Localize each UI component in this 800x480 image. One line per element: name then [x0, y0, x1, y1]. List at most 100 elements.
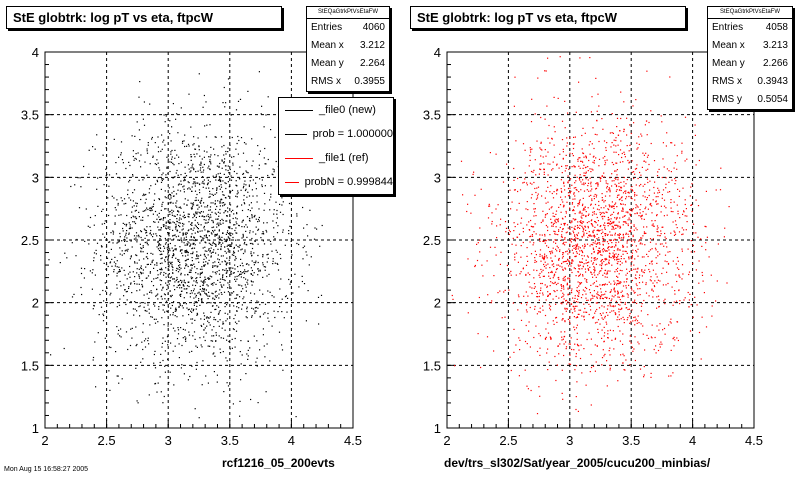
scatter-point	[173, 190, 175, 192]
scatter-point	[197, 230, 199, 233]
scatter-point	[178, 183, 180, 185]
scatter-point	[183, 288, 185, 290]
scatter-point	[162, 250, 165, 252]
scatter-point	[661, 176, 663, 179]
scatter-point	[189, 292, 191, 295]
scatter-point	[239, 296, 241, 298]
scatter-point	[517, 294, 520, 296]
scatter-point	[661, 121, 663, 123]
scatter-point	[663, 166, 665, 168]
scatter-point	[164, 311, 166, 313]
scatter-point	[562, 206, 565, 208]
scatter-point	[210, 161, 212, 163]
scatter-point	[552, 212, 554, 214]
scatter-point	[568, 248, 570, 250]
scatter-point	[659, 323, 661, 325]
scatter-point	[174, 315, 176, 317]
scatter-point	[241, 308, 243, 310]
scatter-point	[609, 189, 611, 192]
scatter-point	[217, 320, 219, 323]
scatter-point	[658, 189, 660, 191]
scatter-point	[635, 99, 637, 101]
scatter-point	[169, 226, 171, 228]
scatter-point	[619, 340, 621, 342]
scatter-point	[164, 237, 166, 240]
scatter-point	[212, 271, 214, 273]
scatter-point	[601, 229, 603, 231]
scatter-point	[599, 270, 601, 272]
scatter-point	[172, 250, 174, 252]
scatter-point	[615, 162, 617, 164]
scatter-point	[242, 288, 244, 290]
scatter-point	[237, 100, 240, 102]
scatter-point	[640, 215, 642, 217]
scatter-point	[577, 281, 579, 283]
scatter-point	[156, 181, 159, 183]
scatter-point	[580, 297, 583, 299]
scatter-point	[209, 156, 211, 158]
scatter-point	[204, 292, 206, 294]
scatter-point	[225, 182, 227, 185]
scatter-point	[587, 166, 589, 168]
scatter-point	[167, 284, 169, 286]
scatter-point	[162, 309, 164, 311]
scatter-point	[143, 340, 146, 342]
scatter-point	[128, 287, 130, 289]
scatter-point	[574, 297, 576, 299]
scatter-point	[518, 233, 521, 235]
scatter-point	[191, 190, 193, 192]
scatter-point	[180, 239, 182, 241]
scatter-point	[657, 349, 660, 352]
scatter-point	[650, 110, 652, 112]
scatter-point	[641, 218, 643, 220]
scatter-point	[580, 344, 582, 346]
scatter-point	[611, 180, 613, 182]
scatter-point	[181, 239, 183, 241]
scatter-point	[528, 330, 530, 332]
scatter-point	[277, 311, 279, 313]
scatter-point	[601, 317, 603, 319]
scatter-point	[596, 296, 598, 298]
scatter-point	[218, 243, 220, 245]
scatter-point	[162, 224, 164, 226]
scatter-point	[165, 276, 167, 278]
scatter-point	[227, 262, 229, 264]
scatter-point	[209, 316, 211, 318]
scatter-point	[101, 223, 103, 225]
scatter-point	[536, 195, 539, 197]
scatter-point	[572, 198, 574, 200]
scatter-point	[221, 191, 224, 193]
scatter-point	[266, 222, 268, 224]
scatter-point	[585, 280, 587, 282]
scatter-point	[599, 251, 601, 253]
scatter-point	[582, 245, 584, 247]
scatter-point	[231, 136, 233, 139]
scatter-point	[671, 142, 673, 144]
scatter-point	[158, 212, 160, 214]
scatter-point	[670, 318, 672, 320]
scatter-point	[613, 250, 615, 252]
scatter-point	[278, 331, 281, 333]
scatter-point	[606, 263, 608, 265]
scatter-point	[613, 144, 615, 146]
scatter-point	[620, 258, 622, 260]
scatter-point	[193, 136, 195, 138]
scatter-point	[219, 205, 221, 207]
scatter-point	[569, 284, 571, 286]
scatter-point	[549, 251, 551, 253]
scatter-point	[221, 202, 223, 204]
scatter-point	[243, 277, 245, 279]
scatter-point	[616, 126, 618, 128]
scatter-point	[599, 229, 601, 231]
scatter-point	[605, 182, 607, 184]
scatter-point	[643, 218, 645, 220]
scatter-point	[552, 263, 555, 265]
scatter-point	[621, 262, 623, 264]
scatter-point	[249, 210, 251, 212]
scatter-point	[169, 213, 171, 215]
scatter-point	[227, 211, 229, 213]
scatter-point	[641, 256, 643, 258]
scatter-point	[581, 372, 583, 374]
scatter-point	[103, 300, 105, 302]
scatter-point	[186, 264, 188, 266]
